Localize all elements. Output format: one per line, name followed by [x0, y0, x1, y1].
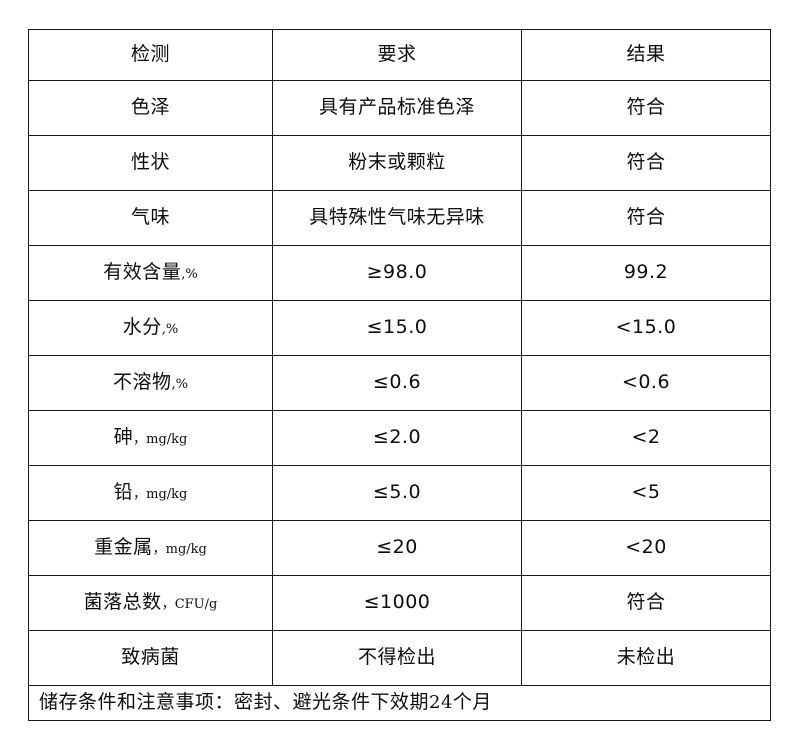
cell-requirement: 具有产品标准色泽 — [272, 80, 522, 136]
table-row: 重金属，mg/kg ≤20 <20 — [28, 520, 771, 576]
item-label: 重金属 — [94, 536, 153, 559]
storage-note-suffix: 个月 — [452, 691, 492, 714]
cell-item: 致病菌 — [28, 630, 273, 686]
storage-note: 储存条件和注意事项：密封、避光条件下效期24个月 — [28, 685, 771, 721]
item-label: 不溶物 — [112, 371, 172, 394]
table-row: 水分,% ≤15.0 <15.0 — [28, 300, 771, 356]
storage-note-months: 24 — [429, 692, 453, 714]
table-body: 检测 要求 结果 色泽 具有产品标准色泽 符合 性状 粉末或颗粒 符合 气味 具… — [28, 29, 771, 721]
item-label: 砷 — [113, 426, 134, 449]
cell-result: 未检出 — [521, 630, 771, 686]
cell-requirement: ≤5.0 — [272, 465, 522, 521]
table-row: 色泽 具有产品标准色泽 符合 — [28, 80, 771, 136]
table-footer-row: 储存条件和注意事项：密封、避光条件下效期24个月 — [28, 685, 771, 721]
cell-item: 重金属，mg/kg — [28, 520, 273, 576]
cell-result: <5 — [521, 465, 771, 521]
item-unit: ，mg/kg — [152, 542, 207, 558]
cell-item: 砷，mg/kg — [28, 410, 273, 466]
item-label: 性状 — [130, 151, 170, 174]
table-row: 性状 粉末或颗粒 符合 — [28, 135, 771, 191]
cell-requirement: 不得检出 — [272, 630, 522, 686]
table-row: 砷，mg/kg ≤2.0 <2 — [28, 410, 771, 466]
cell-result: 符合 — [521, 80, 771, 136]
specification-table: 检测 要求 结果 色泽 具有产品标准色泽 符合 性状 粉末或颗粒 符合 气味 具… — [28, 29, 771, 721]
column-header-item: 检测 — [28, 29, 273, 81]
cell-item: 色泽 — [28, 80, 273, 136]
item-unit: ，mg/kg — [133, 487, 188, 503]
item-label: 气味 — [130, 206, 170, 229]
column-header-result: 结果 — [521, 29, 771, 81]
item-label: 有效含量 — [103, 261, 182, 284]
item-unit: ,% — [161, 322, 179, 338]
cell-requirement: 具特殊性气味无异味 — [272, 190, 522, 246]
cell-item: 铅，mg/kg — [28, 465, 273, 521]
item-label: 菌落总数 — [83, 591, 162, 614]
cell-result: <20 — [521, 520, 771, 576]
cell-item: 不溶物,% — [28, 355, 273, 411]
cell-result: 符合 — [521, 190, 771, 246]
storage-note-label: 储存条件和注意事项：密封、避光条件下效期 — [39, 691, 430, 714]
cell-result: 符合 — [521, 135, 771, 191]
item-unit: ,% — [171, 377, 189, 393]
item-label: 色泽 — [130, 96, 170, 119]
cell-result: 99.2 — [521, 245, 771, 301]
cell-result: <2 — [521, 410, 771, 466]
item-label: 致病菌 — [121, 646, 180, 669]
table-row: 不溶物,% ≤0.6 <0.6 — [28, 355, 771, 411]
item-unit: ,% — [181, 267, 198, 283]
cell-requirement: ≤2.0 — [272, 410, 522, 466]
cell-requirement: ≤15.0 — [272, 300, 522, 356]
item-label: 水分 — [122, 316, 162, 339]
item-label: 铅 — [113, 481, 134, 504]
cell-requirement: ≤1000 — [272, 575, 522, 631]
cell-item: 水分,% — [28, 300, 273, 356]
cell-result: <0.6 — [521, 355, 771, 411]
column-header-requirement: 要求 — [272, 29, 522, 81]
table-row: 气味 具特殊性气味无异味 符合 — [28, 190, 771, 246]
cell-item: 性状 — [28, 135, 273, 191]
cell-requirement: 粉末或颗粒 — [272, 135, 522, 191]
cell-requirement: ≤0.6 — [272, 355, 522, 411]
cell-requirement: ≥98.0 — [272, 245, 522, 301]
cell-result: <15.0 — [521, 300, 771, 356]
cell-item: 菌落总数，CFU/g — [28, 575, 273, 631]
table-row: 菌落总数，CFU/g ≤1000 符合 — [28, 575, 771, 631]
table-header-row: 检测 要求 结果 — [28, 29, 771, 81]
cell-requirement: ≤20 — [272, 520, 522, 576]
cell-item: 气味 — [28, 190, 273, 246]
table-row: 铅，mg/kg ≤5.0 <5 — [28, 465, 771, 521]
item-unit: ，mg/kg — [133, 432, 188, 448]
item-unit: ，CFU/g — [161, 597, 218, 613]
cell-result: 符合 — [521, 575, 771, 631]
table-row: 致病菌 不得检出 未检出 — [28, 630, 771, 686]
cell-item: 有效含量,% — [28, 245, 273, 301]
table-row: 有效含量,% ≥98.0 99.2 — [28, 245, 771, 301]
